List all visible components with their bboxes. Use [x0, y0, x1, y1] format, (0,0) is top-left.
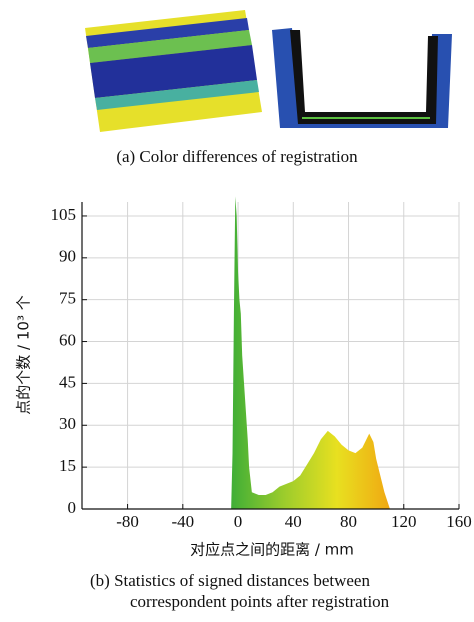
plot: 0 15 30 45 60 75 90 105 -80 -40 0 40 80 120 160: [51, 196, 472, 530]
y-tick-label: 0: [68, 498, 77, 517]
y-axis-label: 点的个数 / 10³ 个: [15, 295, 33, 414]
y-tick-label: 15: [59, 456, 76, 475]
y-tick-label: 45: [59, 372, 76, 391]
y-tick-label: 75: [59, 289, 76, 308]
figure: (a) Color differences of registration 0 1…: [0, 0, 474, 622]
x-tick-label: 80: [340, 512, 357, 531]
y-tick-label: 90: [59, 247, 76, 266]
caption-a: (a) Color differences of registration: [116, 147, 358, 166]
x-axis-label: 对应点之间的距离 / mm: [190, 541, 354, 559]
y-tick-label: 60: [59, 330, 76, 349]
x-tick-label: 0: [234, 512, 243, 531]
x-tick-label: 160: [446, 512, 472, 531]
caption-b: (b) Statistics of signed distances betwe…: [90, 571, 370, 590]
x-tick-label: 120: [391, 512, 417, 531]
render-left: [85, 10, 262, 132]
x-tick-label: 40: [285, 512, 302, 531]
render-right: [272, 28, 452, 128]
x-tick-label: -40: [171, 512, 194, 531]
y-tick-label: 30: [59, 414, 76, 433]
y-tick-label: 105: [51, 205, 77, 224]
x-tick-label: -80: [116, 512, 139, 531]
area: [231, 196, 390, 509]
caption-b: correspondent points after registration: [130, 592, 390, 611]
